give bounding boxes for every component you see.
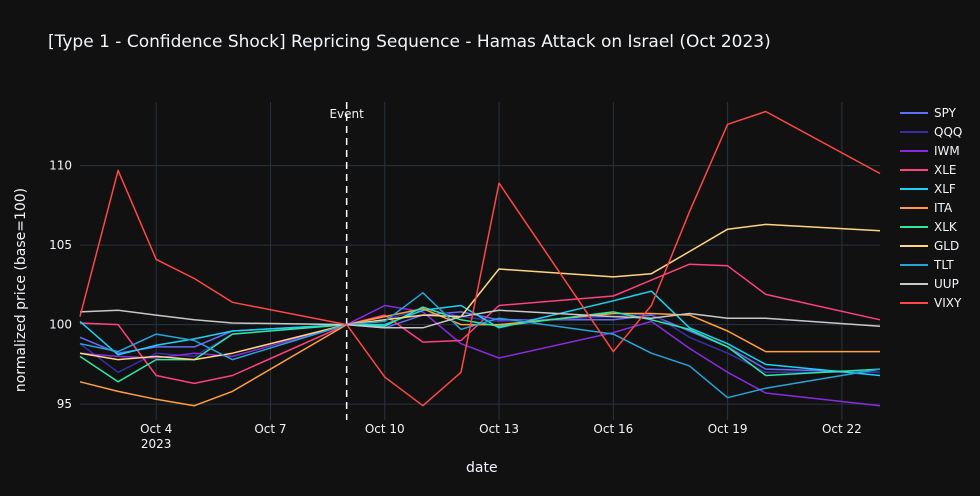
x-axis-label: date [466, 460, 498, 476]
legend-label: UUP [934, 276, 959, 291]
legend-item-spy[interactable]: SPY [900, 103, 962, 122]
legend-swatch [900, 168, 928, 171]
legend-swatch [900, 225, 928, 228]
legend-item-ita[interactable]: ITA [900, 198, 962, 217]
series-line-xle [79, 263, 881, 385]
legend-item-xlf[interactable]: XLF [900, 179, 962, 198]
legend-swatch [900, 282, 928, 285]
legend-item-vixy[interactable]: VIXY [900, 293, 962, 312]
y-tick-label: 95 [57, 397, 72, 411]
event-label: Event [329, 107, 364, 121]
x-tick-label: Oct 10 [365, 422, 405, 436]
y-tick-label: 100 [49, 318, 72, 332]
y-tick-label: 110 [49, 159, 72, 173]
legend[interactable]: SPY QQQ IWM XLE XLF ITA XLK GLD TLT UUP VIXY [900, 103, 962, 312]
legend-label: IWM [934, 143, 960, 158]
legend-label: ITA [934, 200, 953, 215]
series-line-xlk [79, 306, 881, 383]
legend-label: TLT [934, 257, 954, 272]
legend-swatch [900, 244, 928, 247]
legend-swatch [900, 111, 928, 114]
series-line-iwm [79, 304, 881, 407]
legend-item-tlt[interactable]: TLT [900, 255, 962, 274]
legend-item-qqq[interactable]: QQQ [900, 122, 962, 141]
series-line-vixy [79, 110, 881, 407]
x-tick-label: Oct 4 [140, 422, 172, 436]
series-line-qqq [79, 307, 880, 374]
legend-label: XLF [934, 181, 956, 196]
x-tick-label: Oct 16 [593, 422, 633, 436]
x-tick-sublabel: 2023 [141, 437, 172, 451]
x-tick-label: Oct 22 [822, 422, 862, 436]
y-tick-label: 105 [49, 238, 72, 252]
legend-item-xle[interactable]: XLE [900, 160, 962, 179]
legend-swatch [900, 187, 928, 190]
legend-label: XLE [934, 162, 957, 177]
series-line-tlt [79, 292, 881, 399]
legend-item-xlk[interactable]: XLK [900, 217, 962, 236]
series-line-gld [79, 223, 881, 361]
legend-label: SPY [934, 105, 956, 120]
series-line-xlf [79, 290, 881, 377]
legend-swatch [900, 301, 928, 304]
legend-swatch [900, 130, 928, 133]
series-line-uup [79, 309, 881, 329]
legend-swatch [900, 206, 928, 209]
x-tick-label: Oct 7 [254, 422, 286, 436]
legend-label: GLD [934, 238, 960, 253]
x-tick-label: Oct 13 [479, 422, 519, 436]
legend-label: VIXY [934, 295, 962, 310]
series-line-ita [79, 307, 880, 407]
legend-swatch [900, 263, 928, 266]
legend-label: QQQ [934, 124, 963, 139]
x-tick-label: Oct 19 [708, 422, 748, 436]
chart-title: [Type 1 - Confidence Shock] Repricing Se… [48, 32, 771, 52]
legend-item-gld[interactable]: GLD [900, 236, 962, 255]
legend-label: XLK [934, 219, 957, 234]
legend-item-iwm[interactable]: IWM [900, 141, 962, 160]
y-axis-label: normalized price (base=100) [13, 187, 29, 393]
legend-item-uup[interactable]: UUP [900, 274, 962, 293]
legend-swatch [900, 149, 928, 152]
